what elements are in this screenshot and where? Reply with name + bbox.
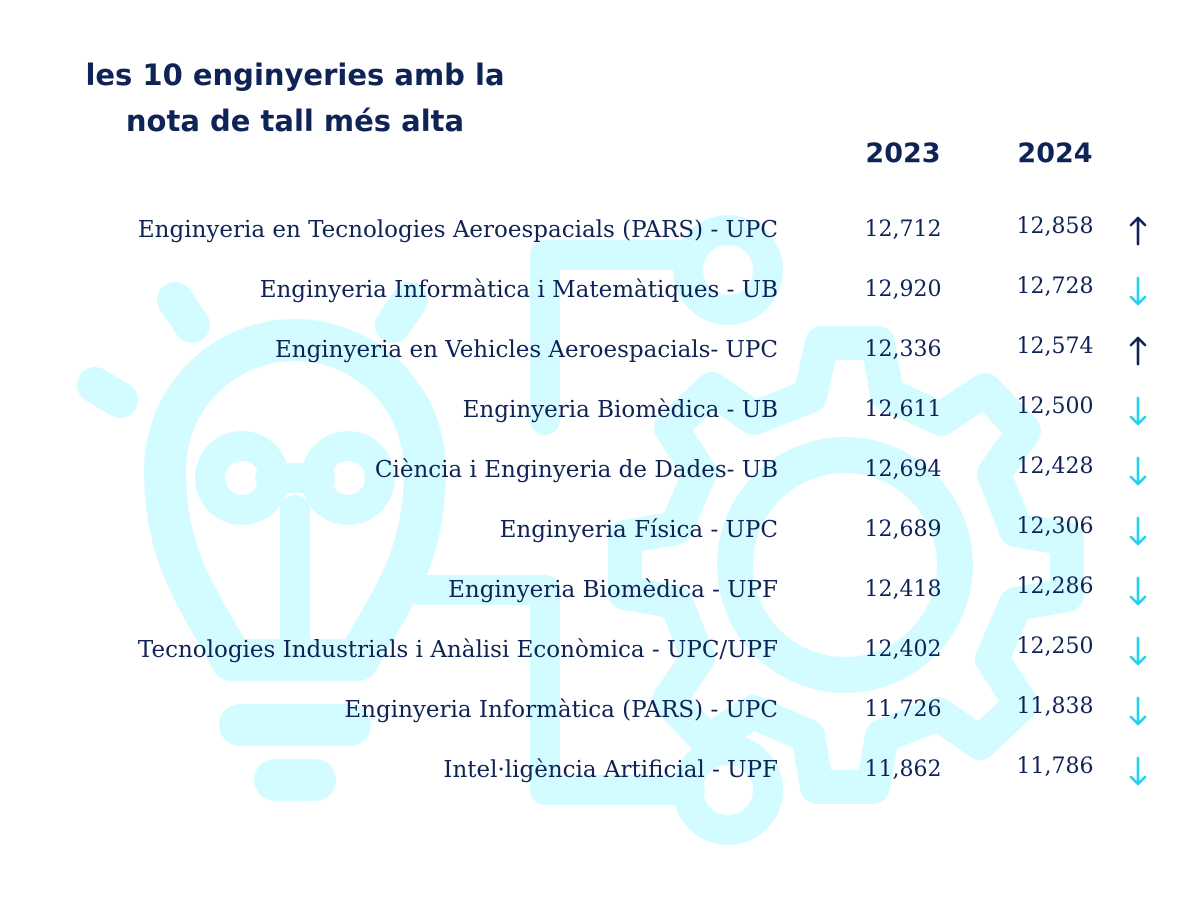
score-2024: 11,786 — [1016, 754, 1094, 779]
score-2024: 12,286 — [1016, 574, 1094, 599]
score-2024: 12,500 — [1016, 394, 1094, 419]
title-line-2: nota de tall més alta — [125, 104, 465, 138]
score-2023: 12,712 — [864, 217, 942, 242]
title-line-1: les 10 enginyeries amb la — [85, 58, 505, 92]
table-row: Enginyeria Informàtica (PARS) - UPC 11,7… — [0, 690, 1200, 730]
arrow-down-icon — [1129, 516, 1147, 546]
degree-name: Ciència i Enginyeria de Dades- UB — [374, 457, 778, 483]
gear-icon — [608, 326, 1084, 804]
score-2024: 12,428 — [1016, 454, 1094, 479]
score-2023: 11,726 — [864, 697, 942, 722]
table-row: Enginyeria Física - UPC 12,689 12,306 — [0, 510, 1200, 550]
trend-arrow — [1124, 330, 1152, 370]
score-2023: 12,689 — [864, 517, 942, 542]
score-2024: 12,250 — [1016, 634, 1094, 659]
arrow-down-icon — [1129, 576, 1147, 606]
score-2023: 12,402 — [864, 637, 942, 662]
arrow-down-icon — [1129, 276, 1147, 306]
table-row: Ciència i Enginyeria de Dades- UB 12,694… — [0, 450, 1200, 490]
score-2024: 12,306 — [1016, 514, 1094, 539]
table-row: Enginyeria Biomèdica - UB 12,611 12,500 — [0, 390, 1200, 430]
trend-arrow — [1124, 390, 1152, 430]
degree-name: Intel·ligència Artificial - UPF — [443, 757, 778, 783]
score-2023: 12,336 — [864, 337, 942, 362]
degree-name: Enginyeria Informàtica (PARS) - UPC — [344, 697, 778, 723]
score-2023: 11,862 — [864, 757, 942, 782]
score-2023: 12,611 — [864, 397, 942, 422]
arrow-down-icon — [1129, 756, 1147, 786]
arrow-down-icon — [1129, 636, 1147, 666]
chart-title: les 10 enginyeries amb la nota de tall m… — [60, 52, 530, 144]
arrow-down-icon — [1129, 456, 1147, 486]
trend-arrow — [1124, 450, 1152, 490]
score-2023: 12,920 — [864, 277, 942, 302]
trend-arrow — [1124, 570, 1152, 610]
score-2024: 12,574 — [1016, 334, 1094, 359]
degree-name: Enginyeria Física - UPC — [499, 517, 778, 543]
degree-name: Enginyeria Biomèdica - UB — [462, 397, 778, 423]
arrow-up-icon — [1129, 336, 1147, 366]
score-2024: 12,728 — [1016, 274, 1094, 299]
column-header-2023: 2023 — [865, 138, 941, 169]
score-2023: 12,418 — [864, 577, 942, 602]
degree-name: Enginyeria en Vehicles Aeroespacials- UP… — [274, 337, 778, 363]
table-row: Enginyeria en Tecnologies Aeroespacials … — [0, 210, 1200, 250]
trend-arrow — [1124, 210, 1152, 250]
degree-name: Enginyeria Biomèdica - UPF — [448, 577, 778, 603]
arrow-down-icon — [1129, 696, 1147, 726]
score-2023: 12,694 — [864, 457, 942, 482]
circuit-icon — [405, 215, 783, 845]
table-row: Enginyeria Informàtica i Matemàtiques - … — [0, 270, 1200, 310]
degree-name: Enginyeria Informàtica i Matemàtiques - … — [259, 277, 778, 303]
lightbulb-icon — [77, 282, 446, 801]
table-row: Enginyeria Biomèdica - UPF 12,418 12,286 — [0, 570, 1200, 610]
trend-arrow — [1124, 690, 1152, 730]
trend-arrow — [1124, 750, 1152, 790]
degree-name: Enginyeria en Tecnologies Aeroespacials … — [137, 217, 778, 243]
score-2024: 12,858 — [1016, 214, 1094, 239]
trend-arrow — [1124, 270, 1152, 310]
trend-arrow — [1124, 510, 1152, 550]
degree-name: Tecnologies Industrials i Anàlisi Econòm… — [137, 637, 778, 663]
arrow-down-icon — [1129, 396, 1147, 426]
column-header-2024: 2024 — [1017, 138, 1093, 169]
arrow-up-icon — [1129, 216, 1147, 246]
trend-arrow — [1124, 630, 1152, 670]
table-row: Enginyeria en Vehicles Aeroespacials- UP… — [0, 330, 1200, 370]
score-2024: 11,838 — [1016, 694, 1094, 719]
table-row: Intel·ligència Artificial - UPF 11,862 1… — [0, 750, 1200, 790]
table-row: Tecnologies Industrials i Anàlisi Econòm… — [0, 630, 1200, 670]
